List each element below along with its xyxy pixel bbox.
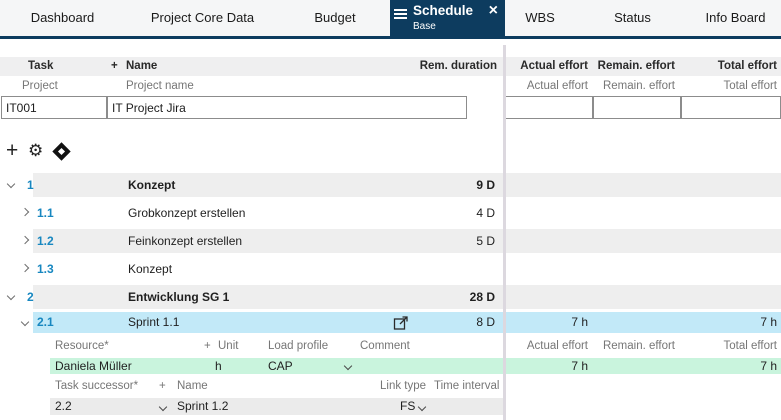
task-number[interactable]: 2 (27, 290, 34, 304)
col-time-interval: Time interval (434, 380, 500, 392)
hamburger-menu-icon[interactable] (394, 9, 407, 20)
task-duration: 9 D (476, 178, 495, 192)
chevron-right-icon[interactable] (20, 263, 30, 273)
task-row[interactable]: 1.3 Konzept (0, 255, 781, 283)
tab-project-core-data[interactable]: Project Core Data (150, 10, 255, 25)
successor-link-type[interactable]: FS (400, 399, 416, 413)
row-stripe-resource (50, 358, 781, 374)
col-rem-duration: Rem. duration (419, 60, 497, 72)
external-link-icon[interactable] (392, 314, 410, 332)
actual-effort-input[interactable] (505, 96, 593, 119)
chevron-down-icon[interactable] (20, 317, 30, 327)
task-name: Sprint 1.1 (128, 315, 180, 329)
task-actual-effort: 7 h (571, 315, 588, 329)
resource-unit: h (215, 359, 222, 373)
project-total-effort-label: Total effort (723, 80, 778, 92)
project-id-input[interactable] (1, 96, 107, 119)
active-tab-sublabel: Base (413, 21, 436, 32)
resource-name[interactable]: Daniela Müller (55, 359, 132, 373)
successor-header-row: Task successor* + Name Link type Time in… (0, 377, 781, 396)
milestone-diamond-icon[interactable] (52, 142, 71, 161)
col-link-type: Link type (380, 380, 427, 392)
chevron-down-icon[interactable] (6, 291, 16, 301)
task-number[interactable]: 1.2 (37, 234, 54, 248)
project-name-input[interactable] (107, 96, 467, 119)
task-duration: 28 D (469, 290, 495, 304)
close-icon[interactable]: × (488, 2, 498, 19)
task-row[interactable]: 1.2 Feinkonzept erstellen 5 D (0, 227, 781, 255)
tab-dashboard[interactable]: Dashboard (30, 10, 95, 25)
row-stripe-successor (50, 398, 505, 415)
task-number[interactable]: 2.1 (37, 315, 54, 329)
tab-status[interactable]: Status (614, 10, 651, 25)
task-row[interactable]: 1.1 Grobkonzept erstellen 4 D (0, 199, 781, 227)
col-task-successor: Task successor* (55, 380, 139, 392)
col-actual-effort: Actual effort (526, 340, 588, 352)
task-duration: 5 D (476, 234, 495, 248)
gear-icon[interactable]: ⚙ (28, 141, 44, 160)
col-actual-effort: Actual effort (520, 60, 588, 72)
col-remain-effort: Remain. effort (602, 340, 675, 352)
add-task-icon[interactable]: + (6, 139, 19, 162)
task-name: Grobkonzept erstellen (128, 206, 246, 220)
total-effort-input[interactable] (681, 96, 781, 119)
task-name: Feinkonzept erstellen (128, 234, 243, 248)
remain-effort-input[interactable] (593, 96, 681, 119)
task-name: Konzept (128, 262, 173, 276)
col-remain-effort: Remain. effort (597, 60, 675, 72)
successor-name: Sprint 1.2 (177, 399, 229, 413)
tab-budget[interactable]: Budget (314, 10, 356, 25)
row-stripe-selected (33, 312, 781, 333)
task-duration: 8 D (476, 315, 495, 329)
task-name: Konzept (128, 178, 176, 192)
project-label: Project (22, 80, 58, 92)
add-column-icon[interactable]: + (111, 60, 118, 72)
tab-wbs[interactable]: WBS (525, 10, 555, 25)
chevron-down-icon[interactable] (6, 179, 16, 189)
task-total-effort: 7 h (760, 315, 777, 329)
resource-total-effort: 7 h (760, 359, 777, 373)
project-name-label: Project name (126, 80, 194, 92)
successor-row[interactable]: 2.2 Sprint 1.2 FS (0, 396, 781, 417)
active-tab-label: Schedule (413, 3, 474, 18)
col-comment: Comment (360, 340, 410, 352)
resource-row[interactable]: Daniela Müller h CAP 7 h 7 h (0, 356, 781, 376)
col-load-profile: Load profile (268, 340, 329, 352)
resource-load-profile[interactable]: CAP (268, 359, 293, 373)
task-row[interactable]: 1 Konzept 9 D (0, 171, 781, 199)
col-resource: Resource* (55, 340, 109, 352)
task-duration: 4 D (476, 206, 495, 220)
add-successor-icon[interactable]: + (159, 380, 166, 392)
task-row-selected[interactable]: 2.1 Sprint 1.1 8 D 7 h 7 h (0, 310, 781, 335)
task-number[interactable]: 1 (27, 178, 34, 192)
col-successor-name: Name (177, 380, 208, 392)
row-stripe (33, 173, 781, 197)
col-task: Task (28, 60, 54, 72)
project-remain-effort-label: Remain. effort (602, 80, 675, 92)
column-header-row (0, 57, 781, 76)
project-actual-effort-label: Actual effort (526, 80, 588, 92)
resource-actual-effort: 7 h (571, 359, 588, 373)
tab-info-board[interactable]: Info Board (705, 10, 766, 25)
col-total-effort: Total effort (723, 340, 778, 352)
chevron-right-icon[interactable] (20, 235, 30, 245)
row-stripe (33, 285, 781, 309)
col-total-effort: Total effort (717, 60, 777, 72)
successor-task-number[interactable]: 2.2 (55, 399, 72, 413)
task-number[interactable]: 1.1 (37, 206, 54, 220)
tab-schedule-active[interactable]: Schedule Base × (390, 0, 505, 39)
column-separator[interactable] (503, 45, 506, 420)
task-row[interactable]: 2 Entwicklung SG 1 28 D (0, 283, 781, 311)
add-resource-icon[interactable]: + (204, 340, 211, 352)
resource-header-row: Resource* + Unit Load profile Comment Ac… (0, 337, 781, 356)
col-name: Name (126, 60, 158, 72)
row-stripe (33, 229, 781, 253)
task-name: Entwicklung SG 1 (128, 290, 230, 304)
chevron-right-icon[interactable] (20, 207, 30, 217)
task-number[interactable]: 1.3 (37, 262, 54, 276)
col-unit: Unit (218, 340, 239, 352)
